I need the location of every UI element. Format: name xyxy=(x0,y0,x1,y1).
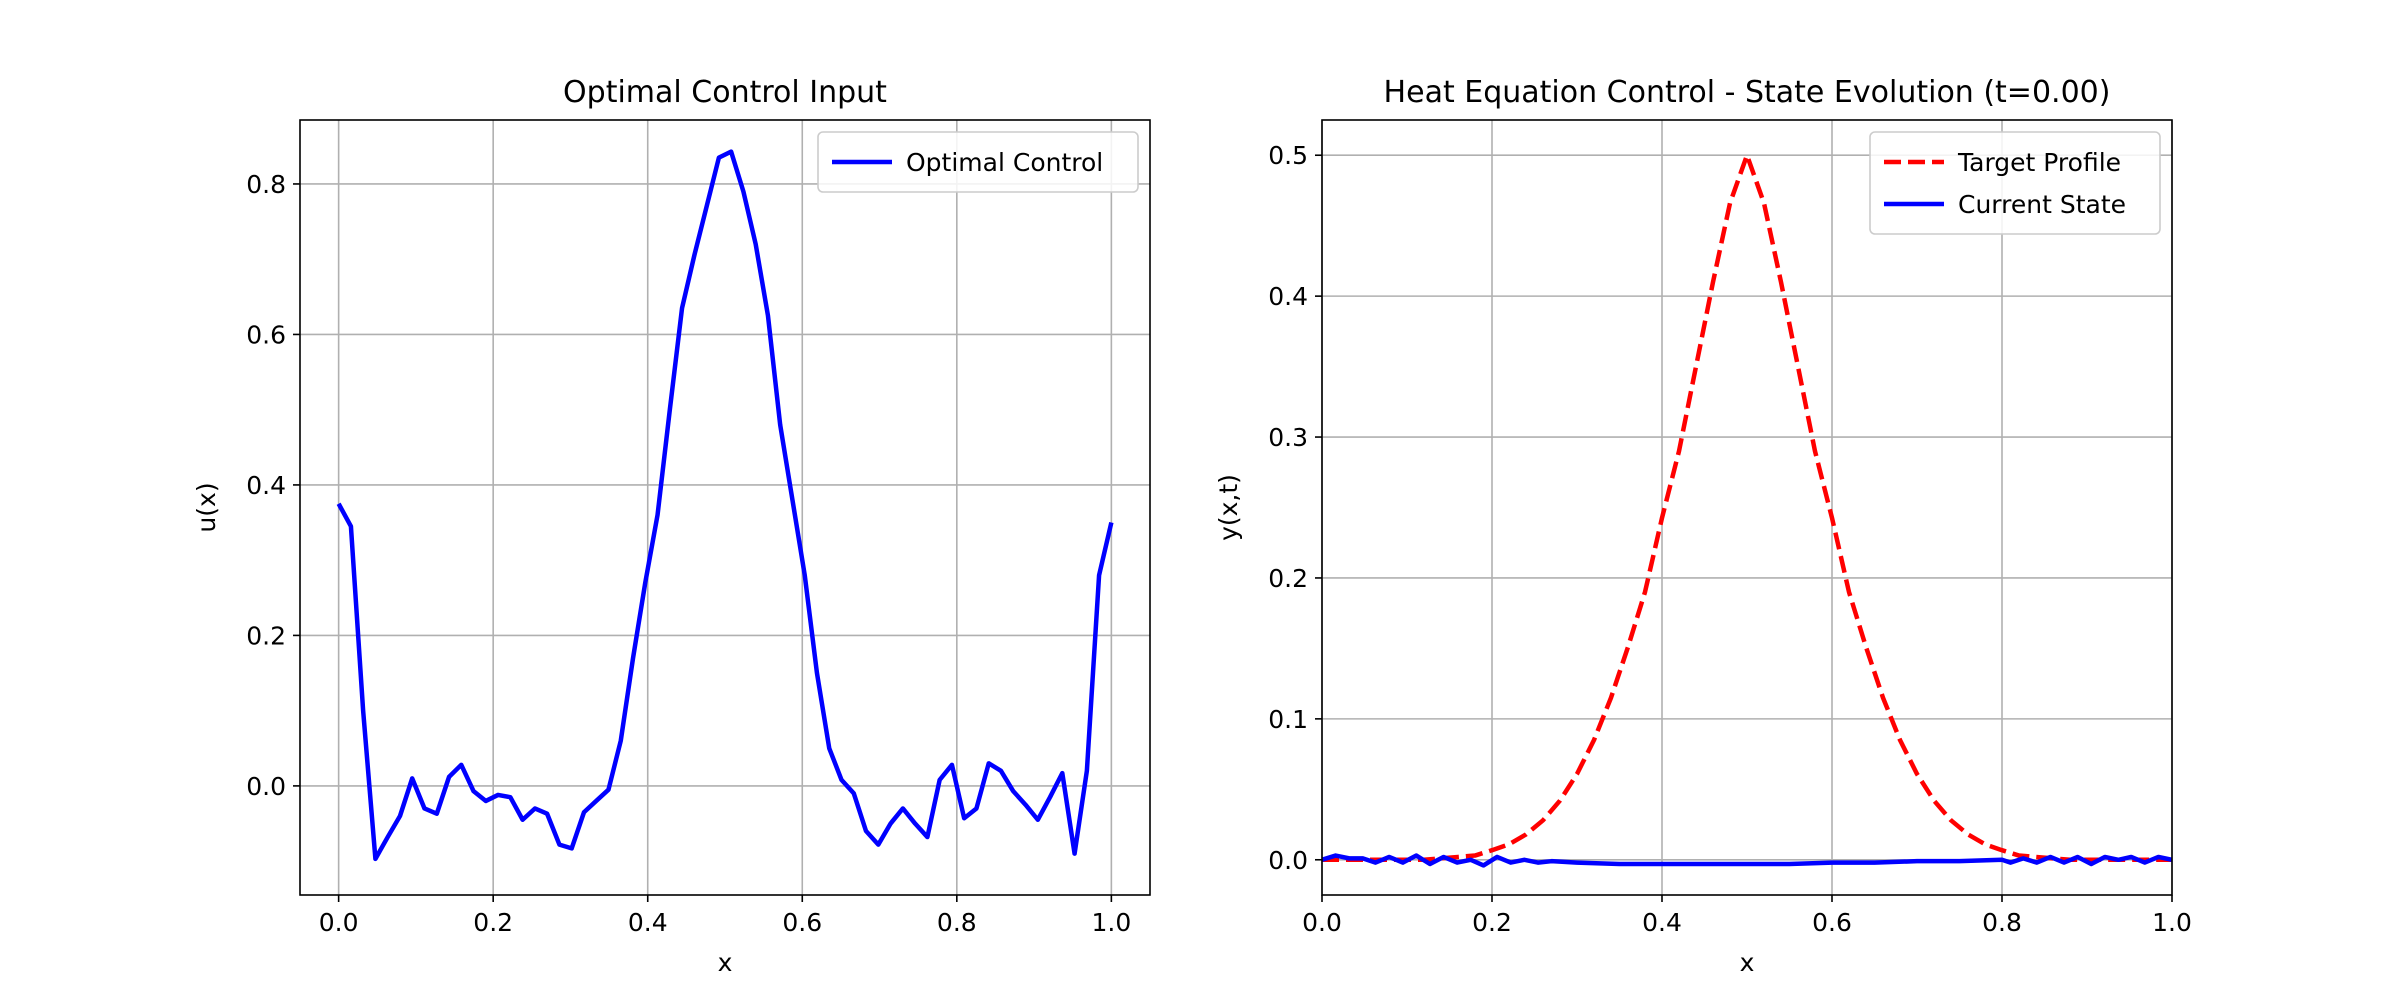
chart-title: Heat Equation Control - State Evolution … xyxy=(1384,75,2111,110)
x-axis-label: x xyxy=(718,948,733,977)
legend-label: Current State xyxy=(1958,190,2126,219)
legend-box xyxy=(1869,131,2161,235)
y-tick-label: 0.4 xyxy=(1268,282,1308,311)
x-axis-label: x xyxy=(1740,948,1755,977)
chart-panel-2: 0.0 0.2 0.4 0.6 0.8 1.0 0.0 0.1 0.2 0.3 0.4 0.5 Heat… xyxy=(1214,75,2192,977)
x-tick-label: 0.0 xyxy=(1302,908,1342,937)
legend-label: Optimal Control xyxy=(906,148,1103,177)
x-tick-label: 0.0 xyxy=(319,908,359,937)
x-tick-label: 0.8 xyxy=(937,908,977,937)
series-line-target-profile xyxy=(1322,152,2172,863)
x-tick-label: 0.4 xyxy=(1642,908,1682,937)
chart-title: Optimal Control Input xyxy=(563,75,887,110)
chart-panel-1: 0.0 0.2 0.4 0.6 0.8 1.0 0.0 0.2 0.4 0.6 0.8 Optimal… xyxy=(192,75,1151,977)
series-line-optimal-control xyxy=(336,149,1114,862)
x-tick-label: 0.2 xyxy=(473,908,513,937)
legend: Target Profile Current State xyxy=(1869,131,2161,235)
x-tick-label: 0.4 xyxy=(628,908,668,937)
y-tick-label: 0.2 xyxy=(1268,564,1308,593)
y-tick-label: 0.3 xyxy=(1268,423,1308,452)
series-line-current-state xyxy=(1322,853,2172,868)
x-tick-label: 0.6 xyxy=(1812,908,1852,937)
legend-box xyxy=(817,131,1139,193)
x-tick-label: 0.8 xyxy=(1982,908,2022,937)
y-tick-label: 0.8 xyxy=(246,170,286,199)
axes-frame xyxy=(1321,119,2173,896)
y-tick-label: 0.0 xyxy=(1268,846,1308,875)
x-tick-label: 0.2 xyxy=(1472,908,1512,937)
x-tick-label: 0.6 xyxy=(782,908,822,937)
y-tick-label: 0.6 xyxy=(246,320,286,349)
legend: Optimal Control xyxy=(817,131,1139,193)
y-tick-label: 0.1 xyxy=(1268,705,1308,734)
legend-label: Target Profile xyxy=(1957,148,2121,177)
y-axis-label: u(x) xyxy=(192,482,221,532)
x-tick-label: 1.0 xyxy=(1091,908,1131,937)
y-tick-label: 0.4 xyxy=(246,471,286,500)
y-tick-label: 0.5 xyxy=(1268,141,1308,170)
y-tick-label: 0.0 xyxy=(246,772,286,801)
y-axis-label: y(x,t) xyxy=(1214,474,1243,541)
axes-frame xyxy=(299,119,1151,896)
x-tick-label: 1.0 xyxy=(2152,908,2192,937)
y-tick-label: 0.2 xyxy=(246,621,286,650)
